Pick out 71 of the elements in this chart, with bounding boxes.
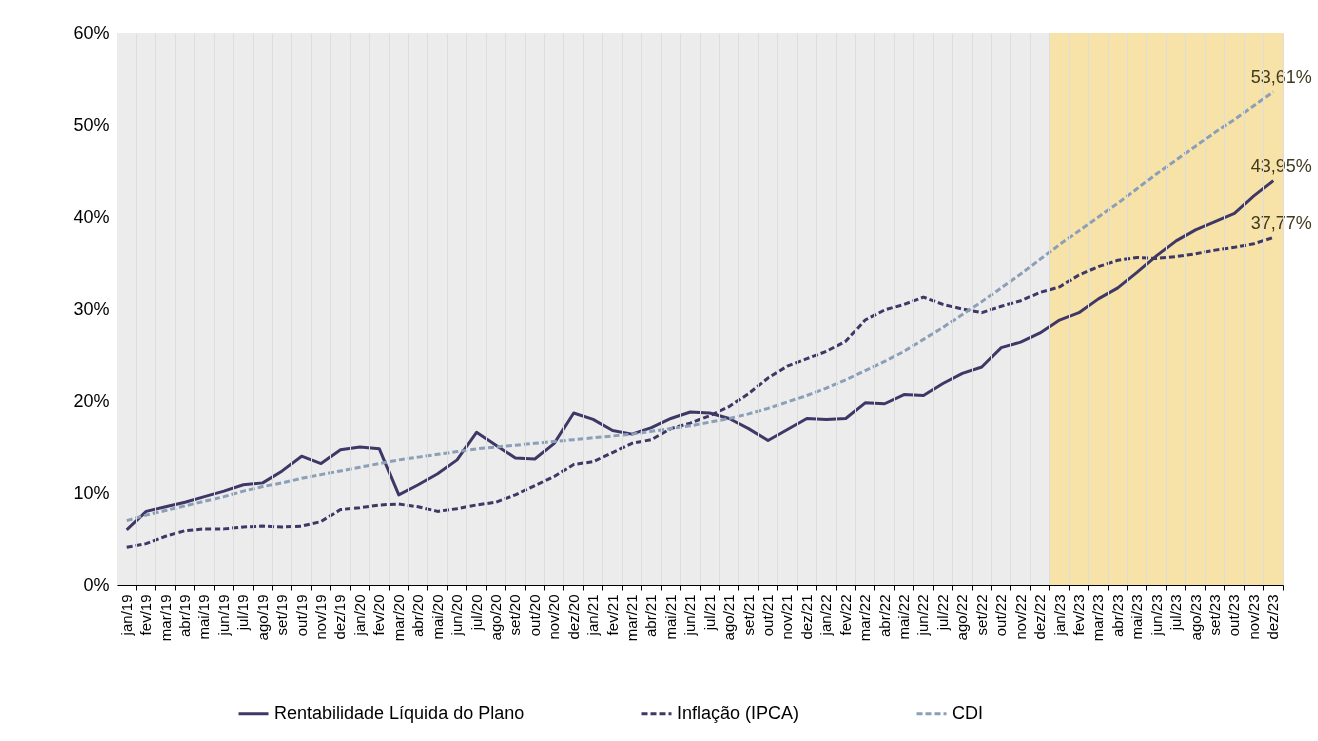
x-tick-label: ago/21 bbox=[720, 594, 738, 641]
x-tick-label: fev/21 bbox=[603, 594, 621, 636]
x-tick-label: jul/23 bbox=[1167, 594, 1185, 632]
x-tick-label: mar/21 bbox=[622, 594, 640, 642]
y-tick-label: 60% bbox=[73, 22, 110, 43]
x-tick-label: out/22 bbox=[992, 594, 1010, 637]
x-tick-label: jan/23 bbox=[1050, 594, 1068, 637]
x-tick-label: jun/22 bbox=[914, 594, 932, 637]
x-tick-label: jun/20 bbox=[448, 594, 466, 637]
y-tick-label: 20% bbox=[73, 390, 110, 411]
y-tick-label: 0% bbox=[83, 574, 110, 595]
x-tick-label: dez/19 bbox=[331, 594, 349, 640]
x-tick-label: out/21 bbox=[759, 594, 777, 637]
x-tick-label: jun/23 bbox=[1147, 594, 1165, 637]
x-tick-label: dez/23 bbox=[1264, 594, 1282, 640]
legend-label: Inflação (IPCA) bbox=[677, 702, 800, 723]
x-tick-label: fev/22 bbox=[836, 594, 854, 636]
x-tick-label: set/23 bbox=[1205, 594, 1223, 636]
legend-label: CDI bbox=[952, 702, 983, 723]
x-tick-label: nov/19 bbox=[312, 594, 330, 640]
y-tick-label: 40% bbox=[73, 206, 110, 227]
x-tick-label: ago/23 bbox=[1186, 594, 1204, 641]
x-tick-label: jul/21 bbox=[700, 594, 718, 632]
x-tick-label: mai/19 bbox=[195, 594, 213, 640]
x-tick-label: jan/22 bbox=[817, 594, 835, 637]
x-tick-label: fev/20 bbox=[370, 594, 388, 636]
x-tick-label: set/22 bbox=[972, 594, 990, 636]
x-tick-label: mar/20 bbox=[389, 594, 407, 642]
x-tick-label: jul/22 bbox=[933, 594, 951, 632]
legend-label: Rentabilidade Líquida do Plano bbox=[274, 702, 525, 723]
data-label: 37,77% bbox=[1250, 212, 1312, 233]
x-tick-label: mar/22 bbox=[856, 594, 874, 642]
y-tick-label: 10% bbox=[73, 482, 110, 503]
x-tick-label: mai/23 bbox=[1128, 594, 1146, 640]
x-tick-label: set/20 bbox=[506, 594, 524, 636]
x-tick-label: ago/20 bbox=[486, 594, 504, 641]
x-tick-label: mar/19 bbox=[156, 594, 174, 642]
x-tick-label: nov/21 bbox=[778, 594, 796, 640]
x-tick-label: abr/23 bbox=[1108, 594, 1126, 638]
x-tick-label: jan/21 bbox=[584, 594, 602, 637]
x-tick-label: abr/19 bbox=[176, 594, 194, 638]
x-tick-label: abr/20 bbox=[409, 594, 427, 638]
x-tick-label: jan/19 bbox=[117, 594, 135, 637]
x-tick-label: jul/19 bbox=[234, 594, 252, 632]
x-tick-label: dez/21 bbox=[797, 594, 815, 640]
x-tick-label: jan/20 bbox=[350, 594, 368, 637]
x-tick-label: mai/20 bbox=[428, 594, 446, 640]
x-tick-label: jun/21 bbox=[681, 594, 699, 637]
x-tick-label: set/19 bbox=[273, 594, 291, 636]
x-tick-label: jun/19 bbox=[214, 594, 232, 637]
x-tick-label: dez/20 bbox=[564, 594, 582, 640]
x-tick-label: out/23 bbox=[1225, 594, 1243, 637]
x-tick-label: fev/23 bbox=[1069, 594, 1087, 636]
x-tick-label: nov/23 bbox=[1244, 594, 1262, 640]
y-tick-label: 30% bbox=[73, 298, 110, 319]
x-tick-label: mar/23 bbox=[1089, 594, 1107, 642]
x-tick-label: mai/22 bbox=[895, 594, 913, 640]
x-tick-label: abr/22 bbox=[875, 594, 893, 638]
x-tick-label: mai/21 bbox=[661, 594, 679, 640]
x-tick-label: abr/21 bbox=[642, 594, 660, 638]
x-tick-label: fev/19 bbox=[137, 594, 155, 636]
x-tick-label: ago/22 bbox=[953, 594, 971, 641]
x-tick-label: nov/20 bbox=[545, 594, 563, 640]
x-tick-label: nov/22 bbox=[1011, 594, 1029, 640]
x-tick-label: out/20 bbox=[525, 594, 543, 637]
x-tick-label: jul/20 bbox=[467, 594, 485, 632]
x-tick-label: dez/22 bbox=[1031, 594, 1049, 640]
x-tick-label: set/21 bbox=[739, 594, 757, 636]
x-tick-label: ago/19 bbox=[253, 594, 271, 641]
y-tick-label: 50% bbox=[73, 114, 110, 135]
x-tick-label: out/19 bbox=[292, 594, 310, 637]
